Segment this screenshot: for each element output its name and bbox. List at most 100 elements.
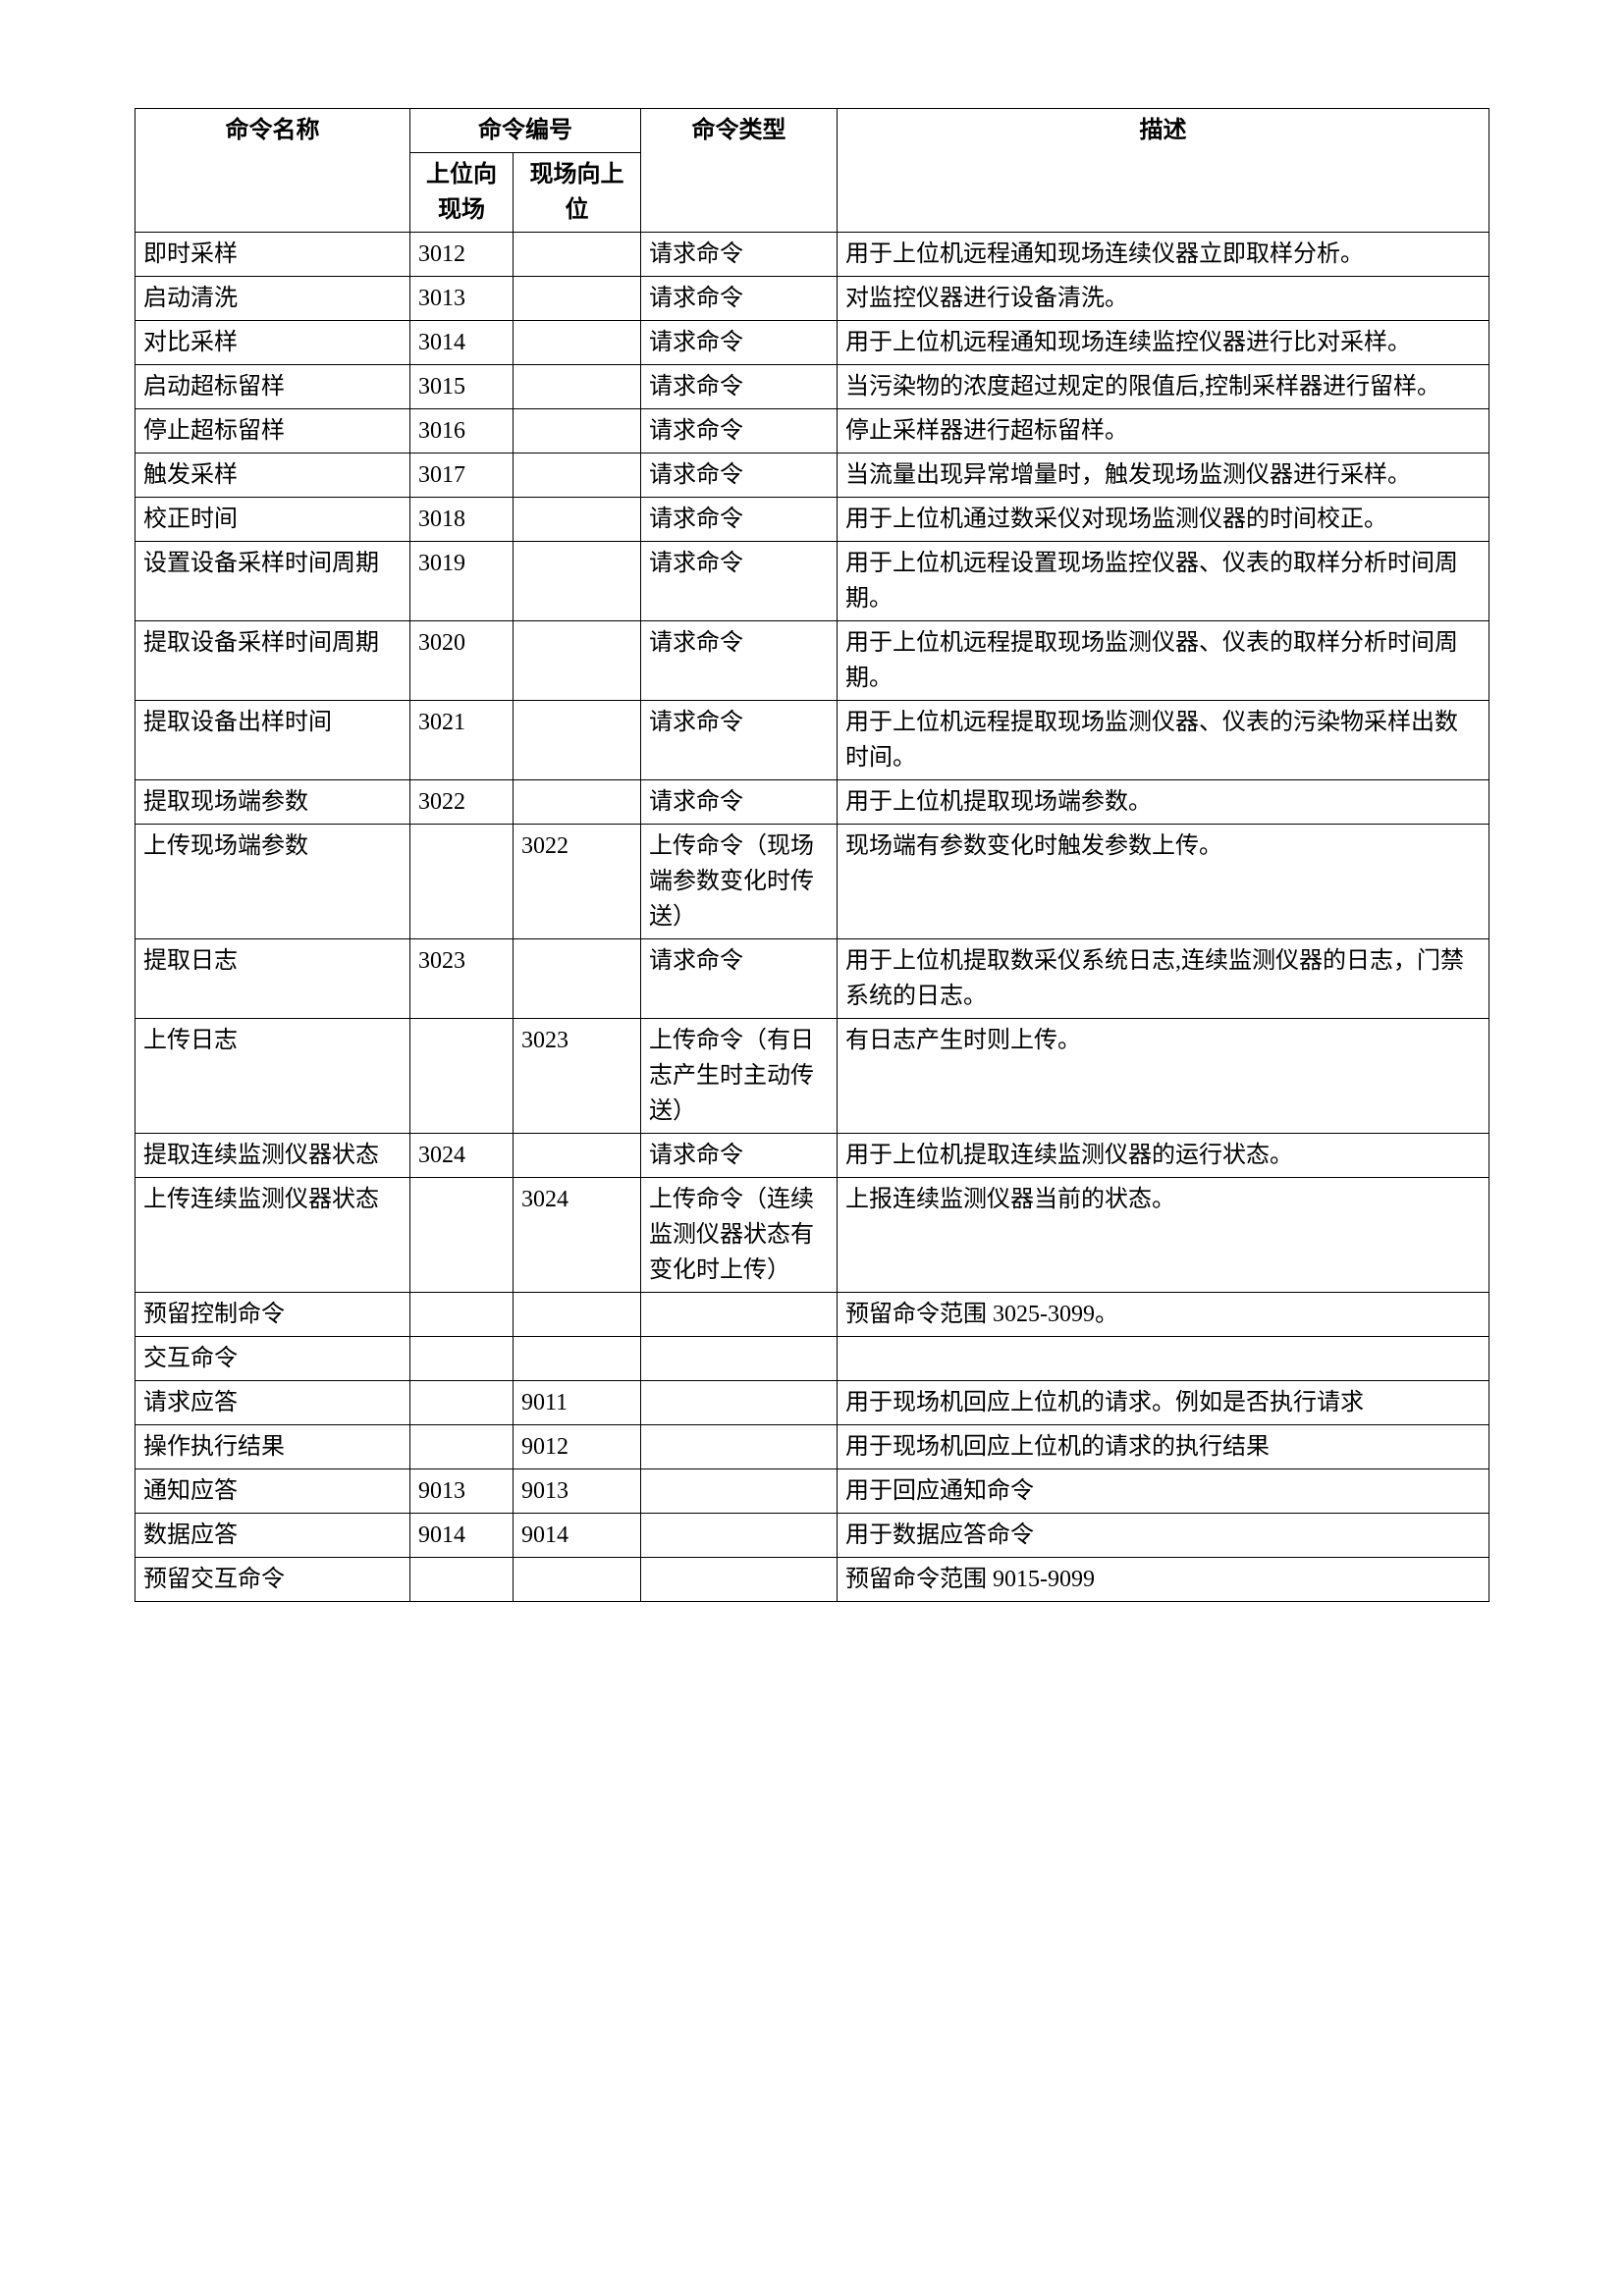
cell-name: 提取设备采样时间周期 (135, 621, 410, 701)
cell-desc: 当流量出现异常增量时，触发现场监测仪器进行采样。 (838, 454, 1489, 498)
cell-num1: 3018 (410, 498, 514, 542)
cell-type: 请求命令 (641, 780, 838, 825)
cell-num1 (410, 825, 514, 939)
section-empty-cell (641, 1337, 838, 1381)
table-header: 命令名称 命令编号 命令类型 描述 上位向现场 现场向上位 (135, 109, 1489, 233)
cell-desc: 用于上位机远程提取现场监测仪器、仪表的取样分析时间周期。 (838, 621, 1489, 701)
header-num1: 上位向现场 (410, 153, 514, 233)
cell-num1 (410, 1425, 514, 1469)
cell-num1 (410, 1293, 514, 1337)
cell-desc: 用于上位机远程通知现场连续仪器立即取样分析。 (838, 233, 1489, 277)
cell-type: 请求命令 (641, 939, 838, 1019)
cell-name: 通知应答 (135, 1469, 410, 1514)
cell-desc: 用于上位机提取现场端参数。 (838, 780, 1489, 825)
table-row: 对比采样3014请求命令用于上位机远程通知现场连续监控仪器进行比对采样。 (135, 321, 1489, 365)
table-row: 上传现场端参数 3022上传命令（现场端参数变化时传送）现场端有参数变化时触发参数… (135, 825, 1489, 939)
cell-num1 (410, 1558, 514, 1602)
table-row: 请求应答 9011 用于现场机回应上位机的请求。例如是否执行请求 (135, 1381, 1489, 1425)
cell-num1: 3012 (410, 233, 514, 277)
cell-name: 即时采样 (135, 233, 410, 277)
header-type: 命令类型 (641, 109, 838, 233)
table-row: 通知应答90139013用于回应通知命令 (135, 1469, 1489, 1514)
cell-type: 上传命令（连续监测仪器状态有变化时上传） (641, 1178, 838, 1293)
cell-num2 (514, 780, 641, 825)
cell-type: 请求命令 (641, 277, 838, 321)
cell-num2: 9011 (514, 1381, 641, 1425)
cell-type (641, 1469, 838, 1514)
cell-desc: 用于上位机远程设置现场监控仪器、仪表的取样分析时间周期。 (838, 542, 1489, 621)
cell-name: 上传现场端参数 (135, 825, 410, 939)
cell-type (641, 1558, 838, 1602)
cell-name: 停止超标留样 (135, 409, 410, 454)
cell-type: 请求命令 (641, 498, 838, 542)
cell-num1: 3020 (410, 621, 514, 701)
cell-desc: 预留命令范围 3025-3099。 (838, 1293, 1489, 1337)
cell-name: 提取连续监测仪器状态 (135, 1134, 410, 1178)
table-row: 启动超标留样3015请求命令当污染物的浓度超过规定的限值后,控制采样器进行留样。 (135, 365, 1489, 409)
cell-num1: 3015 (410, 365, 514, 409)
cell-num2 (514, 939, 641, 1019)
table-row: 提取设备出样时间3021请求命令用于上位机远程提取现场监测仪器、仪表的污染物采样… (135, 701, 1489, 780)
cell-num2: 9014 (514, 1514, 641, 1558)
cell-name: 上传日志 (135, 1019, 410, 1134)
cell-name: 对比采样 (135, 321, 410, 365)
cell-type: 请求命令 (641, 454, 838, 498)
cell-name: 预留交互命令 (135, 1558, 410, 1602)
table-row: 提取现场端参数3022请求命令用于上位机提取现场端参数。 (135, 780, 1489, 825)
cell-num1 (410, 1381, 514, 1425)
cell-num2: 9012 (514, 1425, 641, 1469)
table-row: 提取日志3023请求命令用于上位机提取数采仪系统日志,连续监测仪器的日志，门禁系… (135, 939, 1489, 1019)
cell-type: 请求命令 (641, 321, 838, 365)
cell-name: 操作执行结果 (135, 1425, 410, 1469)
cell-type: 上传命令（现场端参数变化时传送） (641, 825, 838, 939)
section-empty-cell (514, 1337, 641, 1381)
table-row: 上传连续监测仪器状态3024上传命令（连续监测仪器状态有变化时上传）上报连续监测… (135, 1178, 1489, 1293)
document-page: 命令名称 命令编号 命令类型 描述 上位向现场 现场向上位 即时采样3012 请求… (135, 108, 1489, 1602)
header-num2: 现场向上位 (514, 153, 641, 233)
cell-num1: 3024 (410, 1134, 514, 1178)
cell-num2 (514, 1134, 641, 1178)
cell-type: 请求命令 (641, 542, 838, 621)
cell-desc: 用于上位机提取数采仪系统日志,连续监测仪器的日志，门禁系统的日志。 (838, 939, 1489, 1019)
cell-num2: 3023 (514, 1019, 641, 1134)
cell-type: 请求命令 (641, 365, 838, 409)
cell-num2 (514, 1558, 641, 1602)
cell-num1: 3014 (410, 321, 514, 365)
section-empty-cell (410, 1337, 514, 1381)
cell-num2: 3022 (514, 825, 641, 939)
cell-desc: 用于现场机回应上位机的请求。例如是否执行请求 (838, 1381, 1489, 1425)
table-row: 提取设备采样时间周期3020请求命令用于上位机远程提取现场监测仪器、仪表的取样分… (135, 621, 1489, 701)
cell-num1: 3023 (410, 939, 514, 1019)
cell-type (641, 1514, 838, 1558)
cell-type: 请求命令 (641, 409, 838, 454)
cell-num1: 3016 (410, 409, 514, 454)
table-row: 启动清洗3013请求命令对监控仪器进行设备清洗。 (135, 277, 1489, 321)
cell-name: 设置设备采样时间周期 (135, 542, 410, 621)
cell-name: 启动超标留样 (135, 365, 410, 409)
cell-num1: 3017 (410, 454, 514, 498)
cell-name: 数据应答 (135, 1514, 410, 1558)
cell-name: 请求应答 (135, 1381, 410, 1425)
cell-type: 上传命令（有日志产生时主动传送） (641, 1019, 838, 1134)
cell-desc: 现场端有参数变化时触发参数上传。 (838, 825, 1489, 939)
table-row: 触发采样3017请求命令当流量出现异常增量时，触发现场监测仪器进行采样。 (135, 454, 1489, 498)
cell-name: 校正时间 (135, 498, 410, 542)
table-row: 预留控制命令 预留命令范围 3025-3099。 (135, 1293, 1489, 1337)
cell-type: 请求命令 (641, 701, 838, 780)
cell-type: 请求命令 (641, 1134, 838, 1178)
cell-desc: 用于上位机远程提取现场监测仪器、仪表的污染物采样出数时间。 (838, 701, 1489, 780)
table-row: 停止超标留样3016请求命令停止采样器进行超标留样。 (135, 409, 1489, 454)
cell-desc: 上报连续监测仪器当前的状态。 (838, 1178, 1489, 1293)
header-num-group: 命令编号 (410, 109, 641, 153)
cell-num1: 3019 (410, 542, 514, 621)
cell-num1 (410, 1019, 514, 1134)
cell-num2 (514, 701, 641, 780)
table-row: 操作执行结果9012用于现场机回应上位机的请求的执行结果 (135, 1425, 1489, 1469)
cell-desc: 对监控仪器进行设备清洗。 (838, 277, 1489, 321)
header-desc: 描述 (838, 109, 1489, 233)
cell-name: 预留控制命令 (135, 1293, 410, 1337)
section-empty-cell (838, 1337, 1489, 1381)
cell-num2 (514, 233, 641, 277)
section-row: 交互命令 (135, 1337, 1489, 1381)
table-row: 校正时间3018请求命令用于上位机通过数采仪对现场监测仪器的时间校正。 (135, 498, 1489, 542)
